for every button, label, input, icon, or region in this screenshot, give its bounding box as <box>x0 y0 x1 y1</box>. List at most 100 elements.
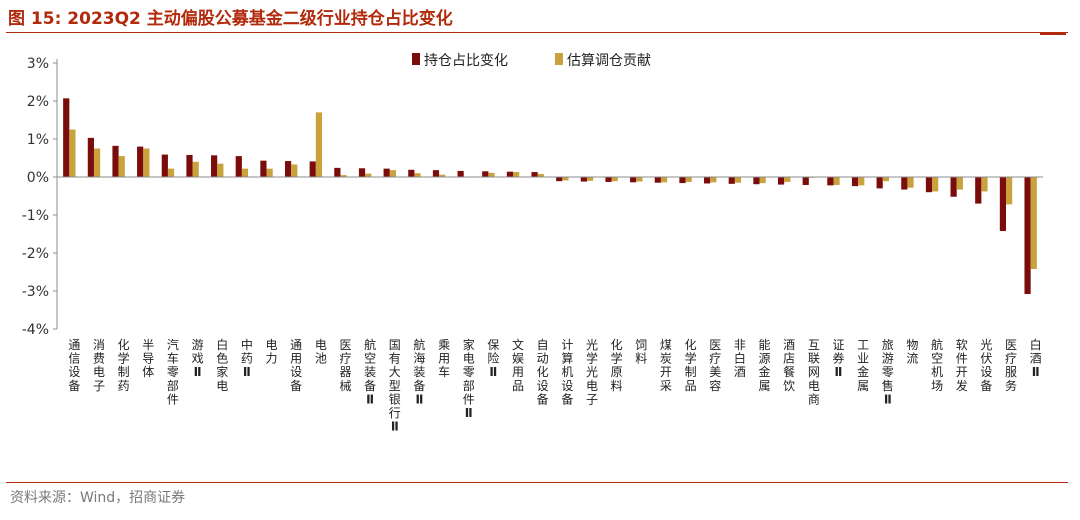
bar-rebalance-contribution <box>537 173 544 177</box>
bar-holding-change <box>211 155 218 177</box>
bar-rebalance-contribution <box>882 177 889 182</box>
bar-holding-change <box>137 146 144 177</box>
bar-holding-change <box>112 145 119 177</box>
source-note: 资料来源：Wind，招商证券 <box>10 490 186 506</box>
x-tick-label: 航空装备 Ⅱ <box>364 337 376 406</box>
bar-holding-change <box>580 177 587 182</box>
bar-rebalance-contribution <box>562 177 569 181</box>
x-tick-label: 乘用车 <box>438 338 450 379</box>
x-tick-label: 家电零部件 Ⅱ <box>463 337 475 420</box>
bar-holding-change <box>851 177 859 187</box>
bar-rebalance-contribution <box>1006 177 1013 205</box>
x-tick-label: 医疗服务 <box>1005 338 1017 393</box>
bar-rebalance-contribution <box>365 173 372 177</box>
x-tick-label: 旅游零售 Ⅱ <box>882 338 894 406</box>
title-rule <box>6 32 1068 33</box>
x-tick-label: 自动化设备 <box>537 338 549 406</box>
bar-holding-change <box>161 154 168 177</box>
bar-holding-change <box>531 172 538 177</box>
bar-holding-change <box>605 177 612 182</box>
bar-rebalance-contribution <box>981 177 988 192</box>
bar-rebalance-contribution <box>685 177 692 182</box>
bars <box>63 98 1037 295</box>
bar-holding-change <box>186 154 193 177</box>
legend-label: 持仓占比变化 <box>424 53 508 69</box>
bar-rebalance-contribution <box>734 177 742 183</box>
x-tick-label: 电力 <box>266 338 278 366</box>
x-tick-label: 白色家电 <box>216 337 228 393</box>
bar-holding-change <box>432 170 440 177</box>
bar-holding-change <box>975 177 982 204</box>
y-axis: 3% 2% 1% 0% -1% -2% -3% -4% <box>22 56 58 338</box>
bar-holding-change <box>802 177 809 185</box>
bar-holding-change <box>777 177 785 185</box>
bar-rebalance-contribution <box>192 161 199 177</box>
bar-holding-change <box>556 177 563 182</box>
x-tick-label: 化学制品 <box>685 338 697 393</box>
bar-rebalance-contribution <box>439 174 446 177</box>
x-tick-label: 电池 <box>315 338 327 366</box>
y-tick-label: -2% <box>22 246 49 262</box>
bar-holding-change <box>383 168 390 177</box>
x-tick-label: 通信设备 <box>68 338 80 393</box>
chart-title: 图 15: 2023Q2 主动偏股公募基金二级行业持仓占比变化 <box>8 9 453 29</box>
bar-rebalance-contribution <box>167 168 175 177</box>
legend-label: 估算调仓贡献 <box>567 53 651 69</box>
bar-rebalance-contribution <box>241 168 249 177</box>
x-tick-label: 半导体 <box>142 338 154 379</box>
bar-holding-change <box>753 177 760 185</box>
source-rule <box>6 482 1068 483</box>
bar-holding-change <box>876 177 883 189</box>
bar-holding-change <box>284 161 292 177</box>
bar-rebalance-contribution <box>858 177 865 186</box>
bar-rebalance-contribution <box>660 177 668 183</box>
x-tick-label: 互联网电商 <box>808 338 820 406</box>
x-tick-label: 保险 Ⅱ <box>487 338 499 379</box>
bar-rebalance-contribution <box>956 177 963 190</box>
bar-rebalance-contribution <box>93 148 101 177</box>
bar-holding-change <box>679 177 686 184</box>
y-tick-label: 1% <box>27 132 49 148</box>
x-tick-label: 航空机场 <box>931 337 943 393</box>
x-tick-label: 国有大型银行 Ⅱ <box>389 338 401 434</box>
x-tick-label: 游戏 Ⅱ <box>192 338 204 379</box>
bar-holding-change <box>457 170 464 177</box>
bar-rebalance-contribution <box>291 164 298 177</box>
bar-holding-change <box>654 177 661 183</box>
bar-rebalance-contribution <box>414 173 421 177</box>
bar-rebalance-contribution <box>636 177 643 182</box>
bar-holding-change <box>901 177 908 190</box>
bar-rebalance-contribution <box>340 175 347 177</box>
bar-rebalance-contribution <box>513 172 520 177</box>
x-tick-label: 化学制药 <box>118 338 130 393</box>
x-tick-label: 航海装备 Ⅱ <box>413 337 425 406</box>
legend-swatch <box>555 53 563 65</box>
bar-rebalance-contribution <box>759 177 766 184</box>
bar-holding-change <box>630 177 637 183</box>
x-tick-label: 通用设备 <box>290 338 302 393</box>
x-tick-label: 光伏设备 <box>980 338 992 393</box>
bar-rebalance-contribution <box>586 177 594 181</box>
bar-rebalance-contribution <box>1030 177 1037 269</box>
bar-rebalance-contribution <box>833 177 840 185</box>
bar-rebalance-contribution <box>389 170 396 177</box>
bar-holding-change <box>728 177 735 184</box>
x-tick-label: 光学光电子 <box>586 338 598 406</box>
bar-rebalance-contribution <box>932 177 939 192</box>
bar-rebalance-contribution <box>143 148 150 177</box>
x-tick-label: 非白酒 <box>734 338 746 379</box>
x-tick-label: 酒店餐饮 <box>783 338 795 393</box>
bar-holding-change <box>999 177 1007 231</box>
bar-rebalance-contribution <box>118 156 125 177</box>
y-tick-label: -4% <box>22 322 49 338</box>
bar-holding-change <box>87 137 94 177</box>
bar-rebalance-contribution <box>488 172 495 177</box>
x-tick-label: 文娱用品 <box>512 337 524 393</box>
bar-holding-change <box>63 98 70 177</box>
y-tick-label: 2% <box>27 94 49 110</box>
bar-rebalance-contribution <box>266 168 273 177</box>
x-tick-label: 能源金属 <box>759 338 771 393</box>
x-tick-label: 消费电子 <box>93 338 105 393</box>
